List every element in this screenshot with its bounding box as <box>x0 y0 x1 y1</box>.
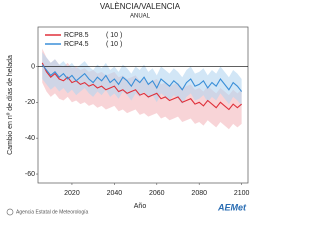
x-tick-label: 2040 <box>107 190 123 197</box>
y-tick-label: 0 <box>31 63 35 70</box>
x-tick-label: 2020 <box>64 190 80 197</box>
uncertainty-band <box>42 52 242 106</box>
footer-icon <box>6 208 14 216</box>
y-tick-label: -20 <box>25 99 35 106</box>
logo: AEMet <box>217 202 247 212</box>
y-axis-label: Cambio en nº de días de helada <box>7 55 14 155</box>
x-tick-label: 2080 <box>191 190 207 197</box>
x-tick-label: 2100 <box>234 190 250 197</box>
footer: Agencia Estatal de Meteorología <box>16 209 88 215</box>
y-tick-label: -60 <box>25 171 35 178</box>
chart: VALÈNCIA/VALENCIA ANUAL Cambio en nº de … <box>6 2 250 216</box>
chart-subtitle: ANUAL <box>130 14 151 20</box>
y-tick-label: -40 <box>25 135 35 142</box>
legend-count: ( 10 ) <box>106 32 122 39</box>
chart-title: VALÈNCIA/VALENCIA <box>100 2 181 11</box>
x-tick-label: 2060 <box>149 190 165 197</box>
legend-label: RCP4.5 <box>64 41 89 48</box>
x-axis-label: Año <box>134 203 147 210</box>
legend-label: RCP8.5 <box>64 32 89 39</box>
legend-count: ( 10 ) <box>106 41 122 48</box>
series-line <box>41 64 243 92</box>
series-line <box>41 62 242 111</box>
